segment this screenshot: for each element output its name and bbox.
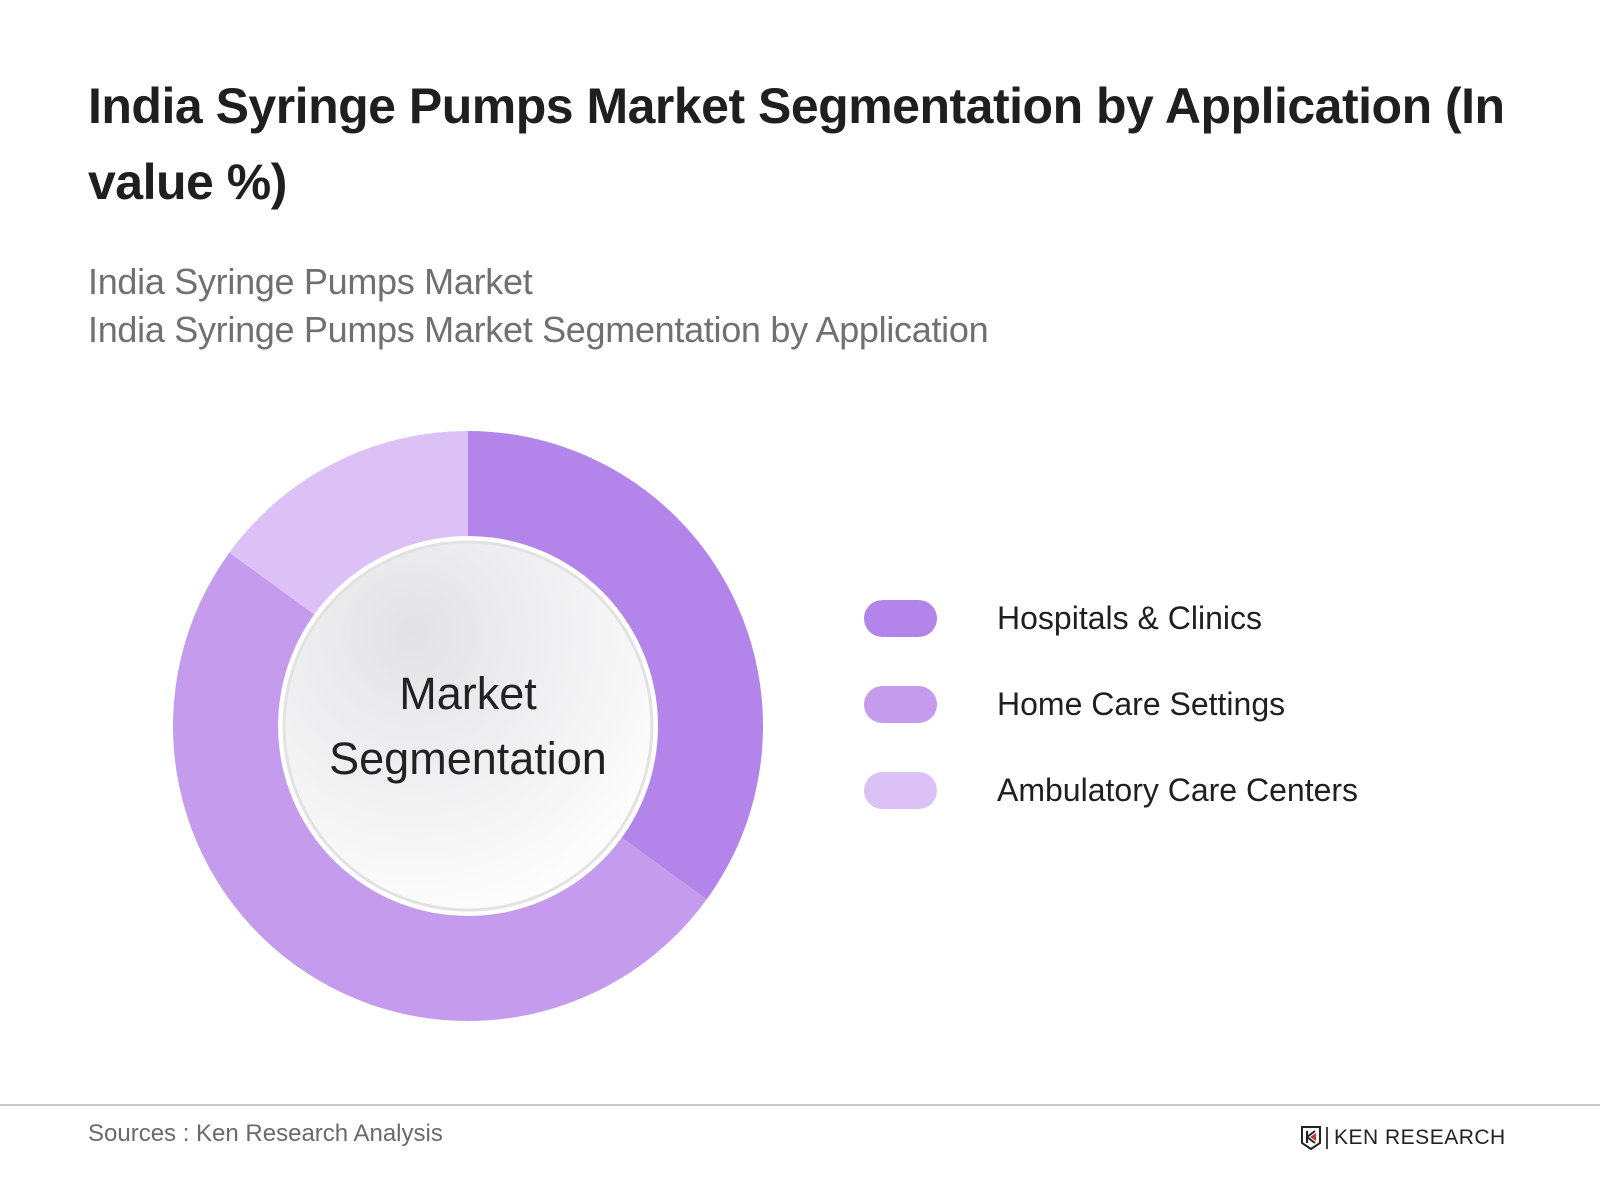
logo-text: KEN RESEARCH	[1334, 1126, 1506, 1149]
legend-swatch	[864, 600, 937, 637]
donut-chart: Market Segmentation	[173, 431, 763, 1021]
source-note: Sources : Ken Research Analysis	[88, 1120, 443, 1147]
donut-slice-home-care-settings	[173, 552, 707, 1021]
donut-center-label: Market Segmentation	[173, 431, 763, 1021]
ken-research-logo: KEN RESEARCH	[1300, 1125, 1506, 1151]
legend-label: Home Care Settings	[997, 686, 1286, 722]
donut-slice-hospitals-clinics	[468, 431, 763, 900]
subtitle-line-2: India Syringe Pumps Market Segmentation …	[88, 309, 989, 350]
center-label-line-1: Market	[399, 668, 537, 719]
donut-slice-ambulatory-care-centers	[229, 431, 468, 615]
legend-swatch	[864, 772, 937, 809]
legend: Hospitals & Clinics Home Care Settings A…	[864, 600, 1358, 858]
chart-title: India Syringe Pumps Market Segmentation …	[88, 78, 1505, 210]
chart-subtitle: India Syringe Pumps Market India Syringe…	[88, 258, 989, 354]
donut-center-disc	[282, 540, 654, 912]
ken-research-logo-icon	[1301, 1126, 1321, 1151]
legend-label: Ambulatory Care Centers	[997, 772, 1359, 808]
legend-swatch	[864, 686, 937, 723]
logo-separator	[1326, 1127, 1328, 1149]
footer-divider	[0, 1104, 1600, 1106]
legend-item-hospitals-clinics: Hospitals & Clinics	[864, 600, 1358, 637]
subtitle-line-1: India Syringe Pumps Market	[88, 261, 533, 302]
legend-item-home-care-settings: Home Care Settings	[864, 686, 1358, 723]
center-label-line-2: Segmentation	[329, 733, 607, 784]
legend-label: Hospitals & Clinics	[997, 600, 1262, 636]
donut-svg	[173, 431, 763, 1021]
legend-item-ambulatory-care-centers: Ambulatory Care Centers	[864, 772, 1358, 809]
